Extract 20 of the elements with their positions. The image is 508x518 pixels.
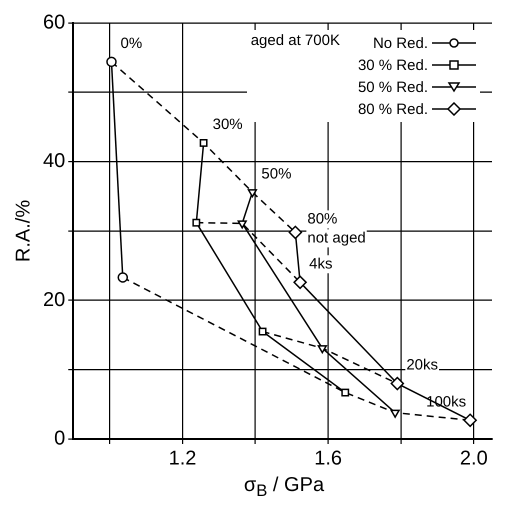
annotation: 4ks	[309, 255, 332, 272]
annotation: 0%	[120, 34, 142, 52]
x-axis-title: σ$_{B}$ / GPa	[242, 474, 326, 501]
x-tick-label: 1.6	[314, 448, 342, 470]
annotation: 50%	[261, 165, 292, 182]
annotation: 30%	[212, 116, 243, 134]
y-tick-label: 20	[42, 288, 66, 311]
y-axis-title: R.A./%	[12, 200, 35, 262]
x-tick-label: 2.0	[460, 448, 488, 470]
y-tick-label: 0	[54, 428, 66, 450]
legend-label: 80 % Red.	[358, 100, 428, 118]
legend-label: No Red.	[372, 34, 428, 52]
legend-label: 50 % Red.	[358, 78, 428, 96]
legend-label: 30 % Red.	[358, 56, 428, 74]
legend-title: aged at 700K	[250, 32, 340, 51]
y-tick-label: 40	[42, 150, 66, 172]
annotation: 80% not aged	[307, 210, 366, 247]
x-tick-label: 1.2	[168, 448, 196, 470]
annotation: 20ks	[406, 356, 438, 374]
y-tick-label: 60	[42, 12, 66, 34]
